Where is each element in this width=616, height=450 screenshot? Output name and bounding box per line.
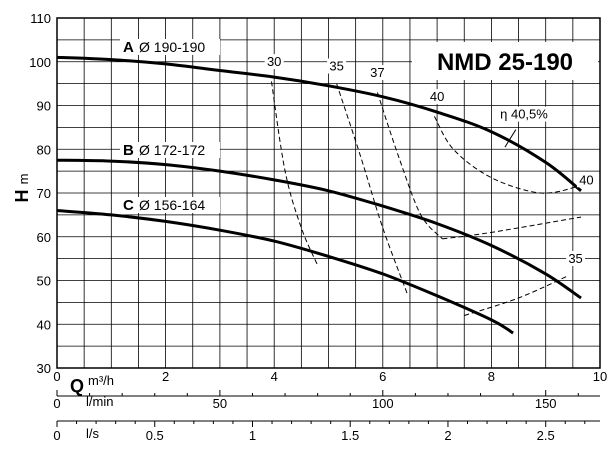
efficiency-annotation: 30 <box>267 54 281 69</box>
efficiency-curve <box>433 116 579 194</box>
y-tick-label: 110 <box>30 11 51 26</box>
chart-grid <box>56 17 601 427</box>
x-tick-label-lmin: 150 <box>535 396 557 411</box>
y-tick-label: 60 <box>37 230 51 245</box>
efficiency-curve <box>376 92 443 240</box>
y-axis-label: H <box>12 190 32 203</box>
efficiency-curve <box>271 81 319 266</box>
title-box <box>412 42 598 80</box>
x-axis-label: Q <box>70 376 84 396</box>
efficiency-curve <box>336 83 408 294</box>
pump-curve-b <box>56 158 582 300</box>
efficiency-annotation: η 40,5% <box>500 107 548 122</box>
x-tick-label-ls: 2.5 <box>537 428 555 443</box>
efficiency-annotation: 40 <box>579 172 593 187</box>
series-label-background <box>120 142 220 158</box>
series-letter: C <box>123 197 134 214</box>
efficiency-annotation: 35 <box>568 251 582 266</box>
x-tick-label-ls: 0.5 <box>146 428 164 443</box>
x-tick-label-m3h: 6 <box>379 369 386 384</box>
x-axis-unit: m³/h <box>88 373 114 388</box>
chart-curves <box>56 55 582 335</box>
x-tick-label-m3h: 10 <box>593 369 607 384</box>
y-tick-label: 80 <box>37 142 51 157</box>
x-tick-label-m3h: 2 <box>162 369 169 384</box>
efficiency-annotation: 35 <box>329 59 343 74</box>
series-diameter-label: Ø 172-172 <box>139 142 205 158</box>
y-tick-label: 40 <box>37 317 51 332</box>
pump-curve-a <box>56 55 582 192</box>
efficiency-curve <box>442 216 582 240</box>
annotation-background <box>566 251 586 266</box>
y-tick-label: 70 <box>37 186 51 201</box>
x-tick-label-lmin: 0 <box>53 396 60 411</box>
chart-text: NMD 25-190 H m Q m³/h l/min l/s 30405060… <box>12 11 607 443</box>
y-tick-label: 30 <box>37 361 51 376</box>
plot-frame <box>56 17 601 369</box>
series-letter: A <box>123 39 134 56</box>
series-diameter-label: Ø 190-190 <box>139 39 205 55</box>
annotation-background <box>495 106 553 122</box>
x-tick-label-m3h: 8 <box>488 369 495 384</box>
x-tick-label-lmin: 50 <box>213 396 227 411</box>
y-tick-label: 90 <box>37 99 51 114</box>
y-axis-unit: m <box>16 174 31 185</box>
eta-leader-line <box>504 129 517 148</box>
annotation-background <box>576 172 596 188</box>
x-tick-label-ls: 1 <box>249 428 256 443</box>
annotation-background <box>427 89 447 105</box>
x-tick-label-lmin: 100 <box>372 396 394 411</box>
series-label-background <box>120 39 220 55</box>
y-tick-label: 50 <box>37 274 51 289</box>
series-letter: B <box>123 142 134 159</box>
annotation-background <box>367 65 387 81</box>
x-tick-label-ls: 2 <box>444 428 451 443</box>
efficiency-annotation: 37 <box>370 65 384 80</box>
chart-title: NMD 25-190 <box>437 49 573 76</box>
flow-label-lmin: l/min <box>86 394 113 409</box>
x-tick-label-m3h: 0 <box>53 369 60 384</box>
x-tick-label-ls: 1.5 <box>341 428 359 443</box>
series-diameter-label: Ø 156-164 <box>139 197 205 213</box>
efficiency-annotation: 40 <box>430 89 444 104</box>
x-tick-label-ls: 0 <box>53 428 60 443</box>
annotation-background <box>264 54 284 70</box>
x-tick-label-m3h: 4 <box>271 369 278 384</box>
annotation-background <box>327 58 347 74</box>
series-label-background <box>120 197 220 213</box>
pump-curve-c <box>56 209 514 335</box>
flow-label-ls: l/s <box>86 426 100 441</box>
y-tick-label: 100 <box>29 55 51 70</box>
